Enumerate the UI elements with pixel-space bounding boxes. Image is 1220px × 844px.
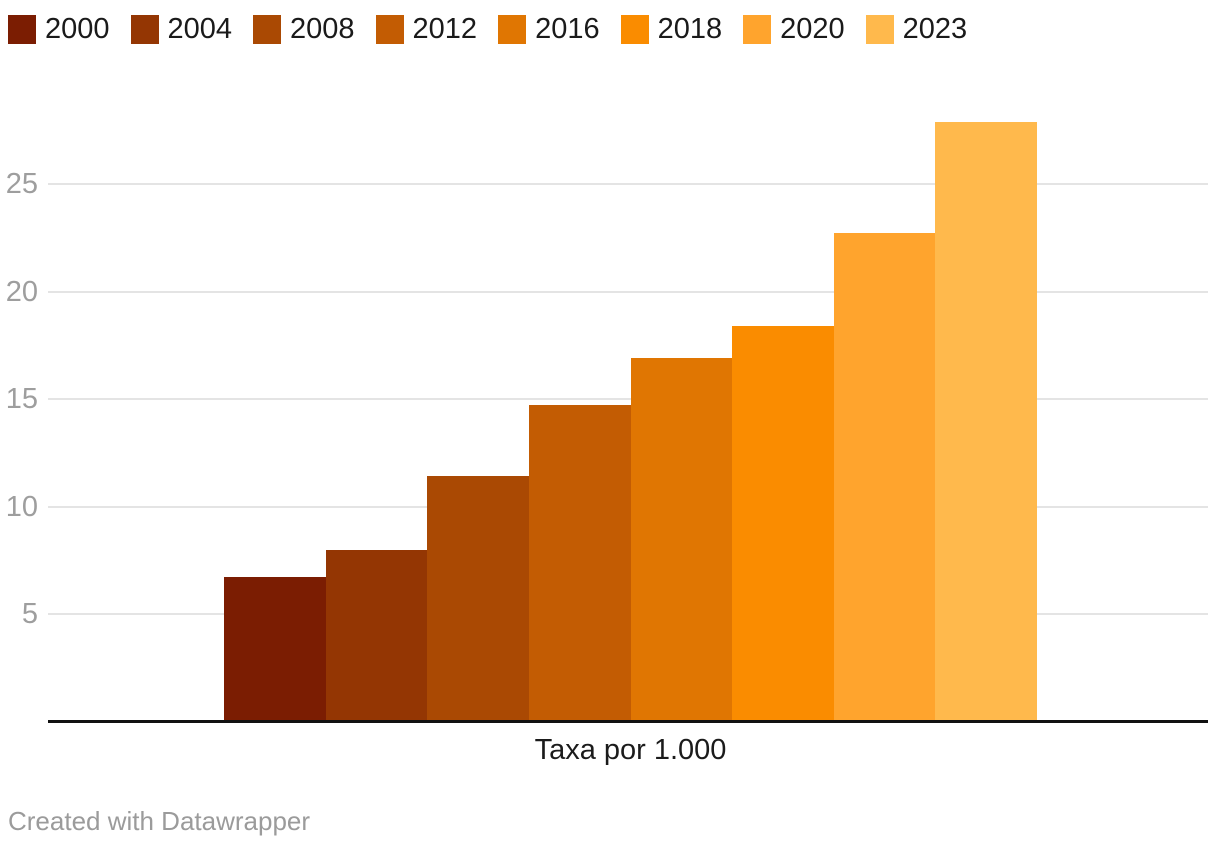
- bar-2000: [224, 577, 327, 722]
- legend-swatch-icon: [865, 14, 894, 44]
- gridline: [48, 398, 1208, 400]
- bar-2018: [732, 325, 835, 722]
- legend-label: 2000: [45, 13, 110, 45]
- legend-label: 2023: [902, 13, 968, 45]
- y-tick-label: 5: [21, 598, 38, 630]
- y-tick-label: 15: [5, 383, 38, 415]
- legend-item: 2004: [130, 11, 233, 47]
- legend-swatch-icon: [130, 14, 159, 44]
- legend-swatch-icon: [253, 14, 282, 44]
- legend-item: 2008: [253, 11, 355, 47]
- legend-label: 2018: [657, 13, 723, 45]
- legend-label: 2012: [412, 13, 478, 45]
- legend-label: 2004: [167, 13, 233, 45]
- footer-credit: Created with Datawrapper: [8, 806, 311, 836]
- x-axis-label: Taxa por 1.000: [534, 734, 727, 766]
- gridline: [48, 290, 1208, 293]
- legend-swatch-icon: [375, 14, 404, 44]
- legend: 2000 2004 2008 2012 2016 2018 2020 2023: [8, 11, 967, 47]
- legend-swatch-icon: [743, 14, 772, 44]
- bar-2020: [833, 233, 936, 722]
- legend-label: 2008: [290, 13, 355, 45]
- legend-item: 2016: [498, 11, 600, 47]
- legend-item: 2020: [743, 11, 845, 47]
- y-tick-label: 25: [5, 168, 38, 200]
- bar-2008: [427, 476, 530, 722]
- legend-swatch-icon: [8, 14, 36, 44]
- legend-item: 2000: [8, 11, 110, 47]
- gridline: [48, 183, 1208, 185]
- bar-2016: [630, 358, 733, 722]
- x-axis-line: [48, 720, 1208, 723]
- legend-label: 2016: [535, 13, 600, 45]
- legend-item: 2023: [865, 11, 968, 47]
- bar-2012: [528, 405, 632, 722]
- bar-2004: [325, 549, 428, 722]
- legend-item: 2012: [375, 11, 478, 47]
- legend-swatch-icon: [620, 14, 649, 44]
- y-tick-label: 20: [5, 275, 38, 308]
- legend-label: 2020: [780, 13, 845, 45]
- y-tick-label: 10: [5, 490, 38, 523]
- legend-swatch-icon: [498, 14, 527, 44]
- bar-2023: [935, 121, 1037, 722]
- legend-item: 2018: [620, 11, 723, 47]
